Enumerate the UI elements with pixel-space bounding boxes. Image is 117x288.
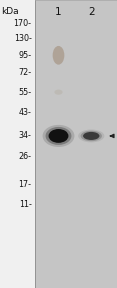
Text: 26-: 26- [19,152,32,162]
Ellipse shape [46,127,71,145]
Text: 72-: 72- [18,68,32,77]
Ellipse shape [78,130,104,142]
Ellipse shape [49,129,68,143]
Ellipse shape [53,46,64,65]
Text: 170-: 170- [14,19,32,28]
Text: 130-: 130- [14,33,32,43]
Bar [36,0,117,288]
Text: 17-: 17- [19,180,32,189]
Ellipse shape [81,131,102,141]
Text: 55-: 55- [18,88,32,97]
Text: 1: 1 [55,7,62,17]
Text: 95-: 95- [18,51,32,60]
Text: 2: 2 [88,7,95,17]
Ellipse shape [43,125,74,147]
Bar [35,0,117,288]
Text: 43-: 43- [19,108,32,118]
Text: 11-: 11- [19,200,32,209]
Ellipse shape [83,132,99,140]
Text: 34-: 34- [19,131,32,141]
Text: kDa: kDa [1,7,19,16]
Ellipse shape [54,90,63,95]
